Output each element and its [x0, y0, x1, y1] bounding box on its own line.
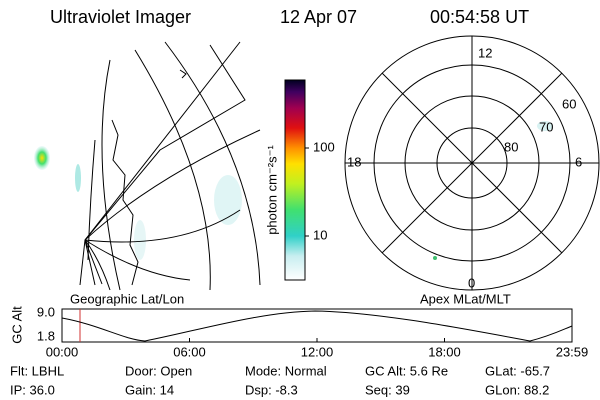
date: 12 Apr 07 — [280, 7, 357, 27]
colorbar — [284, 79, 306, 281]
info-field: Seq: 39 — [365, 382, 410, 397]
strip-tick-label: 9.0 — [37, 304, 55, 319]
time-label: 00:00 — [46, 344, 79, 359]
time: 00:54:58 UT — [430, 7, 529, 27]
info-field: Door: Open — [125, 363, 192, 378]
info-field: Mode: Normal — [245, 363, 327, 378]
time-label: 06:00 — [173, 344, 206, 359]
geographic-map — [34, 41, 261, 291]
colorbar-tick-label: 100 — [313, 139, 335, 154]
colorbar-tick-label: 10 — [313, 227, 327, 242]
mlat-label: 60 — [562, 96, 576, 111]
info-field: Dsp: -8.3 — [245, 382, 298, 397]
altitude-strip — [61, 308, 573, 343]
colorbar-label: photon cm⁻²s⁻¹ — [264, 145, 279, 235]
title: Ultraviolet Imager — [50, 7, 191, 27]
strip-tick-label: 1.8 — [37, 328, 55, 343]
panel-label: Geographic Lat/Lon — [70, 291, 184, 306]
altitude-curve — [61, 310, 573, 342]
info-field: IP: 36.0 — [10, 382, 55, 397]
polar-grid — [344, 35, 600, 291]
time-label: 18:00 — [428, 344, 461, 359]
panel-label: Apex MLat/MLT — [420, 291, 511, 306]
mlt-label: 12 — [478, 45, 492, 60]
mlt-label: 0 — [468, 275, 475, 290]
info-field: Gain: 14 — [125, 382, 174, 397]
time-label: 23:59 — [556, 344, 589, 359]
strip-label: GC Alt — [9, 306, 24, 344]
mlt-label: 6 — [575, 154, 582, 169]
mlat-label: 80 — [504, 139, 518, 154]
mlat-label: 70 — [539, 119, 553, 134]
time-label: 12:00 — [301, 344, 334, 359]
info-field: GLat: -65.7 — [485, 363, 550, 378]
info-field: GLon: 88.2 — [485, 382, 549, 397]
mlt-label: 18 — [347, 154, 361, 169]
info-field: Flt: LBHL — [10, 363, 64, 378]
info-field: GC Alt: 5.6 Re — [365, 363, 448, 378]
